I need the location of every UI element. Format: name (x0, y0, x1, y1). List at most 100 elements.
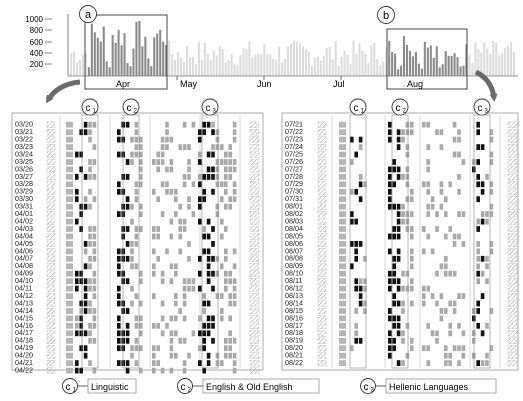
matrix-cell (249, 188, 260, 195)
svg-text:c: c (181, 382, 186, 393)
svg-text:c: c (86, 103, 91, 114)
matrix-cell (363, 285, 367, 292)
matrix-cell (83, 308, 88, 314)
matrix-cell (169, 263, 174, 270)
matrix-cell (215, 136, 220, 143)
matrix-cell (444, 233, 448, 240)
matrix-cell (396, 226, 401, 232)
histogram-bar (471, 62, 474, 76)
date-label: 08/05 (285, 231, 303, 240)
matrix-cell (117, 151, 121, 158)
matrix-panel-right: 07/2107/2207/2307/2407/2507/2607/2707/28… (281, 98, 519, 371)
matrix-cell (354, 255, 358, 262)
matrix-cell (405, 196, 410, 203)
matrix-cell (350, 345, 354, 352)
matrix-cell (457, 233, 461, 240)
matrix-cell (130, 136, 134, 143)
matrix-cell (485, 360, 489, 366)
matrix-cell (507, 330, 518, 337)
matrix-cell (117, 211, 121, 217)
matrix-cell (139, 136, 143, 143)
matrix-cell (88, 121, 92, 128)
matrix-cell (444, 196, 448, 203)
matrix-cell (139, 330, 143, 337)
matrix-cell (139, 144, 143, 150)
matrix-cell (66, 211, 73, 217)
matrix-cell (220, 159, 224, 165)
panel-frame (11, 112, 264, 371)
matrix-cell (187, 285, 191, 292)
matrix-cell (317, 307, 327, 315)
histogram-bar (343, 50, 346, 76)
matrix-cell (388, 337, 392, 344)
matrix-cell (178, 233, 182, 240)
histogram-bar (117, 29, 120, 76)
date-label: 08/04 (285, 224, 303, 233)
histogram-bar (147, 58, 150, 76)
matrix-cell (75, 315, 79, 322)
matrix-cell (178, 248, 182, 255)
matrix-cell (405, 352, 410, 359)
matrix-cell (485, 263, 489, 270)
matrix-cell (134, 188, 139, 195)
matrix-cell (439, 181, 444, 188)
matrix-cell (156, 226, 160, 232)
matrix-cell (134, 226, 139, 232)
histogram-bar (379, 65, 382, 76)
matrix-cell (430, 330, 435, 337)
matrix-cell (198, 270, 202, 277)
matrix-cell (249, 337, 260, 344)
matrix-cell (46, 300, 56, 307)
matrix-cell (388, 166, 392, 173)
matrix-cell (339, 121, 346, 128)
matrix-cell (405, 174, 410, 180)
matrix-cell (92, 196, 97, 203)
svg-text:3: 3 (371, 388, 375, 394)
matrix-cell (388, 248, 392, 255)
matrix-cell (75, 188, 79, 195)
histogram-bar (364, 53, 367, 76)
histogram-bar (126, 63, 129, 76)
matrix-cell (79, 322, 83, 329)
matrix-cell (66, 151, 73, 158)
matrix-cell (152, 263, 156, 270)
matrix-cell (156, 196, 160, 203)
matrix-cell (83, 300, 88, 307)
matrix-cell (206, 255, 211, 262)
y-tick-label: 1000 (25, 15, 43, 24)
histogram-bar (99, 41, 102, 76)
matrix-cell (489, 151, 494, 158)
matrix-cell (92, 337, 97, 344)
matrix-cell (46, 315, 56, 322)
matrix-cell (350, 263, 354, 270)
matrix-cell (410, 196, 414, 203)
matrix-cell (401, 360, 405, 366)
matrix-cell (83, 345, 88, 352)
histogram-bars (70, 20, 516, 77)
matrix-cell (224, 151, 228, 158)
callout-b: b (377, 6, 395, 24)
histogram-bar (221, 49, 224, 76)
date-label: 08/21 (285, 351, 303, 360)
matrix-cell (476, 308, 480, 314)
matrix-cell (452, 121, 457, 128)
matrix-cell (339, 285, 346, 292)
histogram-bar (492, 40, 495, 76)
matrix-cell (448, 226, 452, 232)
matrix-cell (228, 159, 232, 165)
matrix-cell (249, 367, 260, 374)
matrix-cell (46, 143, 56, 151)
matrix-cell (92, 308, 97, 314)
histogram-bar (438, 67, 441, 76)
matrix-cell (165, 181, 169, 188)
matrix-cell (507, 196, 518, 203)
matrix-cell (476, 196, 480, 203)
matrix-cell (66, 308, 73, 314)
histogram-bar (90, 23, 93, 77)
date-label: 04/17 (15, 328, 33, 337)
matrix-cell (92, 233, 97, 240)
matrix-cell (92, 241, 97, 247)
matrix-cell (392, 166, 396, 173)
matrix-cell (410, 211, 414, 217)
matrix-cell (444, 211, 448, 217)
